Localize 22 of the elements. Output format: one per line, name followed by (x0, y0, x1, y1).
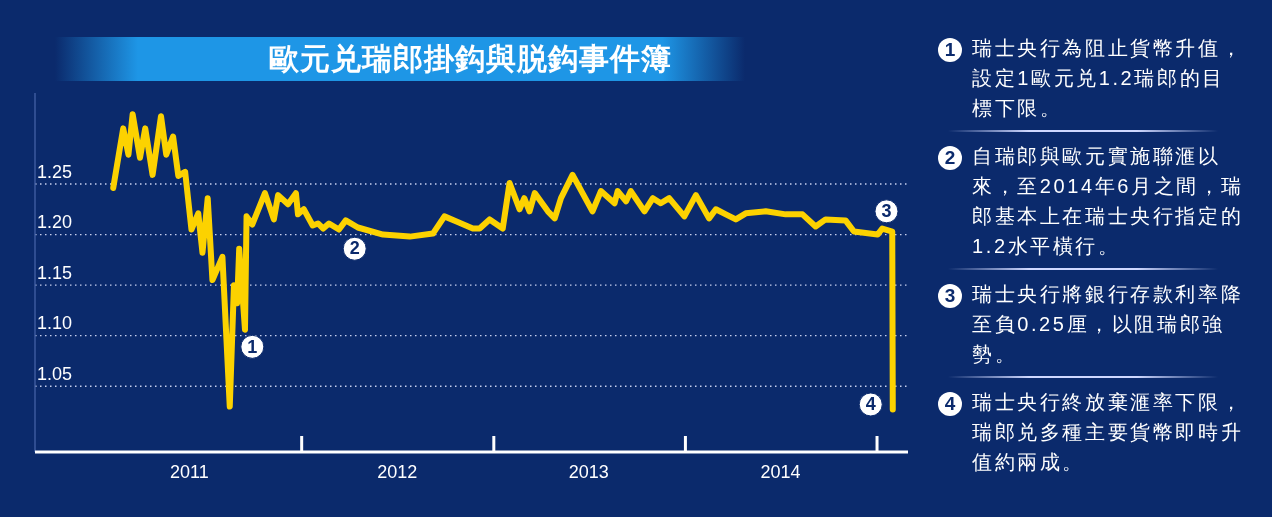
annotation: 2 (349, 238, 360, 259)
x-tick-label: 2014 (760, 462, 801, 482)
y-tick-label: 1.10 (37, 313, 73, 334)
y-tick-label: 1.25 (37, 161, 73, 182)
chart-title: 歐元兑瑞郎掛鈎與脱鈎事件簿 (55, 37, 745, 81)
text: 自瑞郎與歐元實施聯滙以來，至2014年6月之間，瑞郎基本上在瑞士央行指定的1.2水平橫行。 (972, 144, 1245, 259)
text: 瑞士央行終放棄滙率下限，瑞郎兑多種主要貨幣即時升值約兩成。 (972, 390, 1244, 475)
x-tick-label: 2013 (568, 462, 609, 482)
text: 2 (944, 147, 956, 168)
x-tick-label: 2012 (377, 462, 418, 482)
text: 瑞士央行將銀行存款利率降至負0.25厘，以阻瑞郎強勢。 (972, 282, 1244, 367)
text: 瑞士央行為阻止貨幣升值，設定1歐元兑1.2瑞郎的目標下限。 (972, 36, 1244, 121)
y-tick-label: 1.05 (37, 364, 73, 385)
text: 4 (944, 393, 956, 414)
annotation: 4 (865, 394, 876, 415)
annotation: 1 (247, 336, 258, 357)
y-tick-label: 1.15 (37, 262, 73, 283)
x-tick-label: 2011 (169, 462, 209, 482)
text: 3 (944, 285, 956, 306)
annotation: 3 (881, 201, 892, 222)
y-tick-label: 1.20 (37, 212, 73, 233)
text: 1 (944, 39, 956, 60)
